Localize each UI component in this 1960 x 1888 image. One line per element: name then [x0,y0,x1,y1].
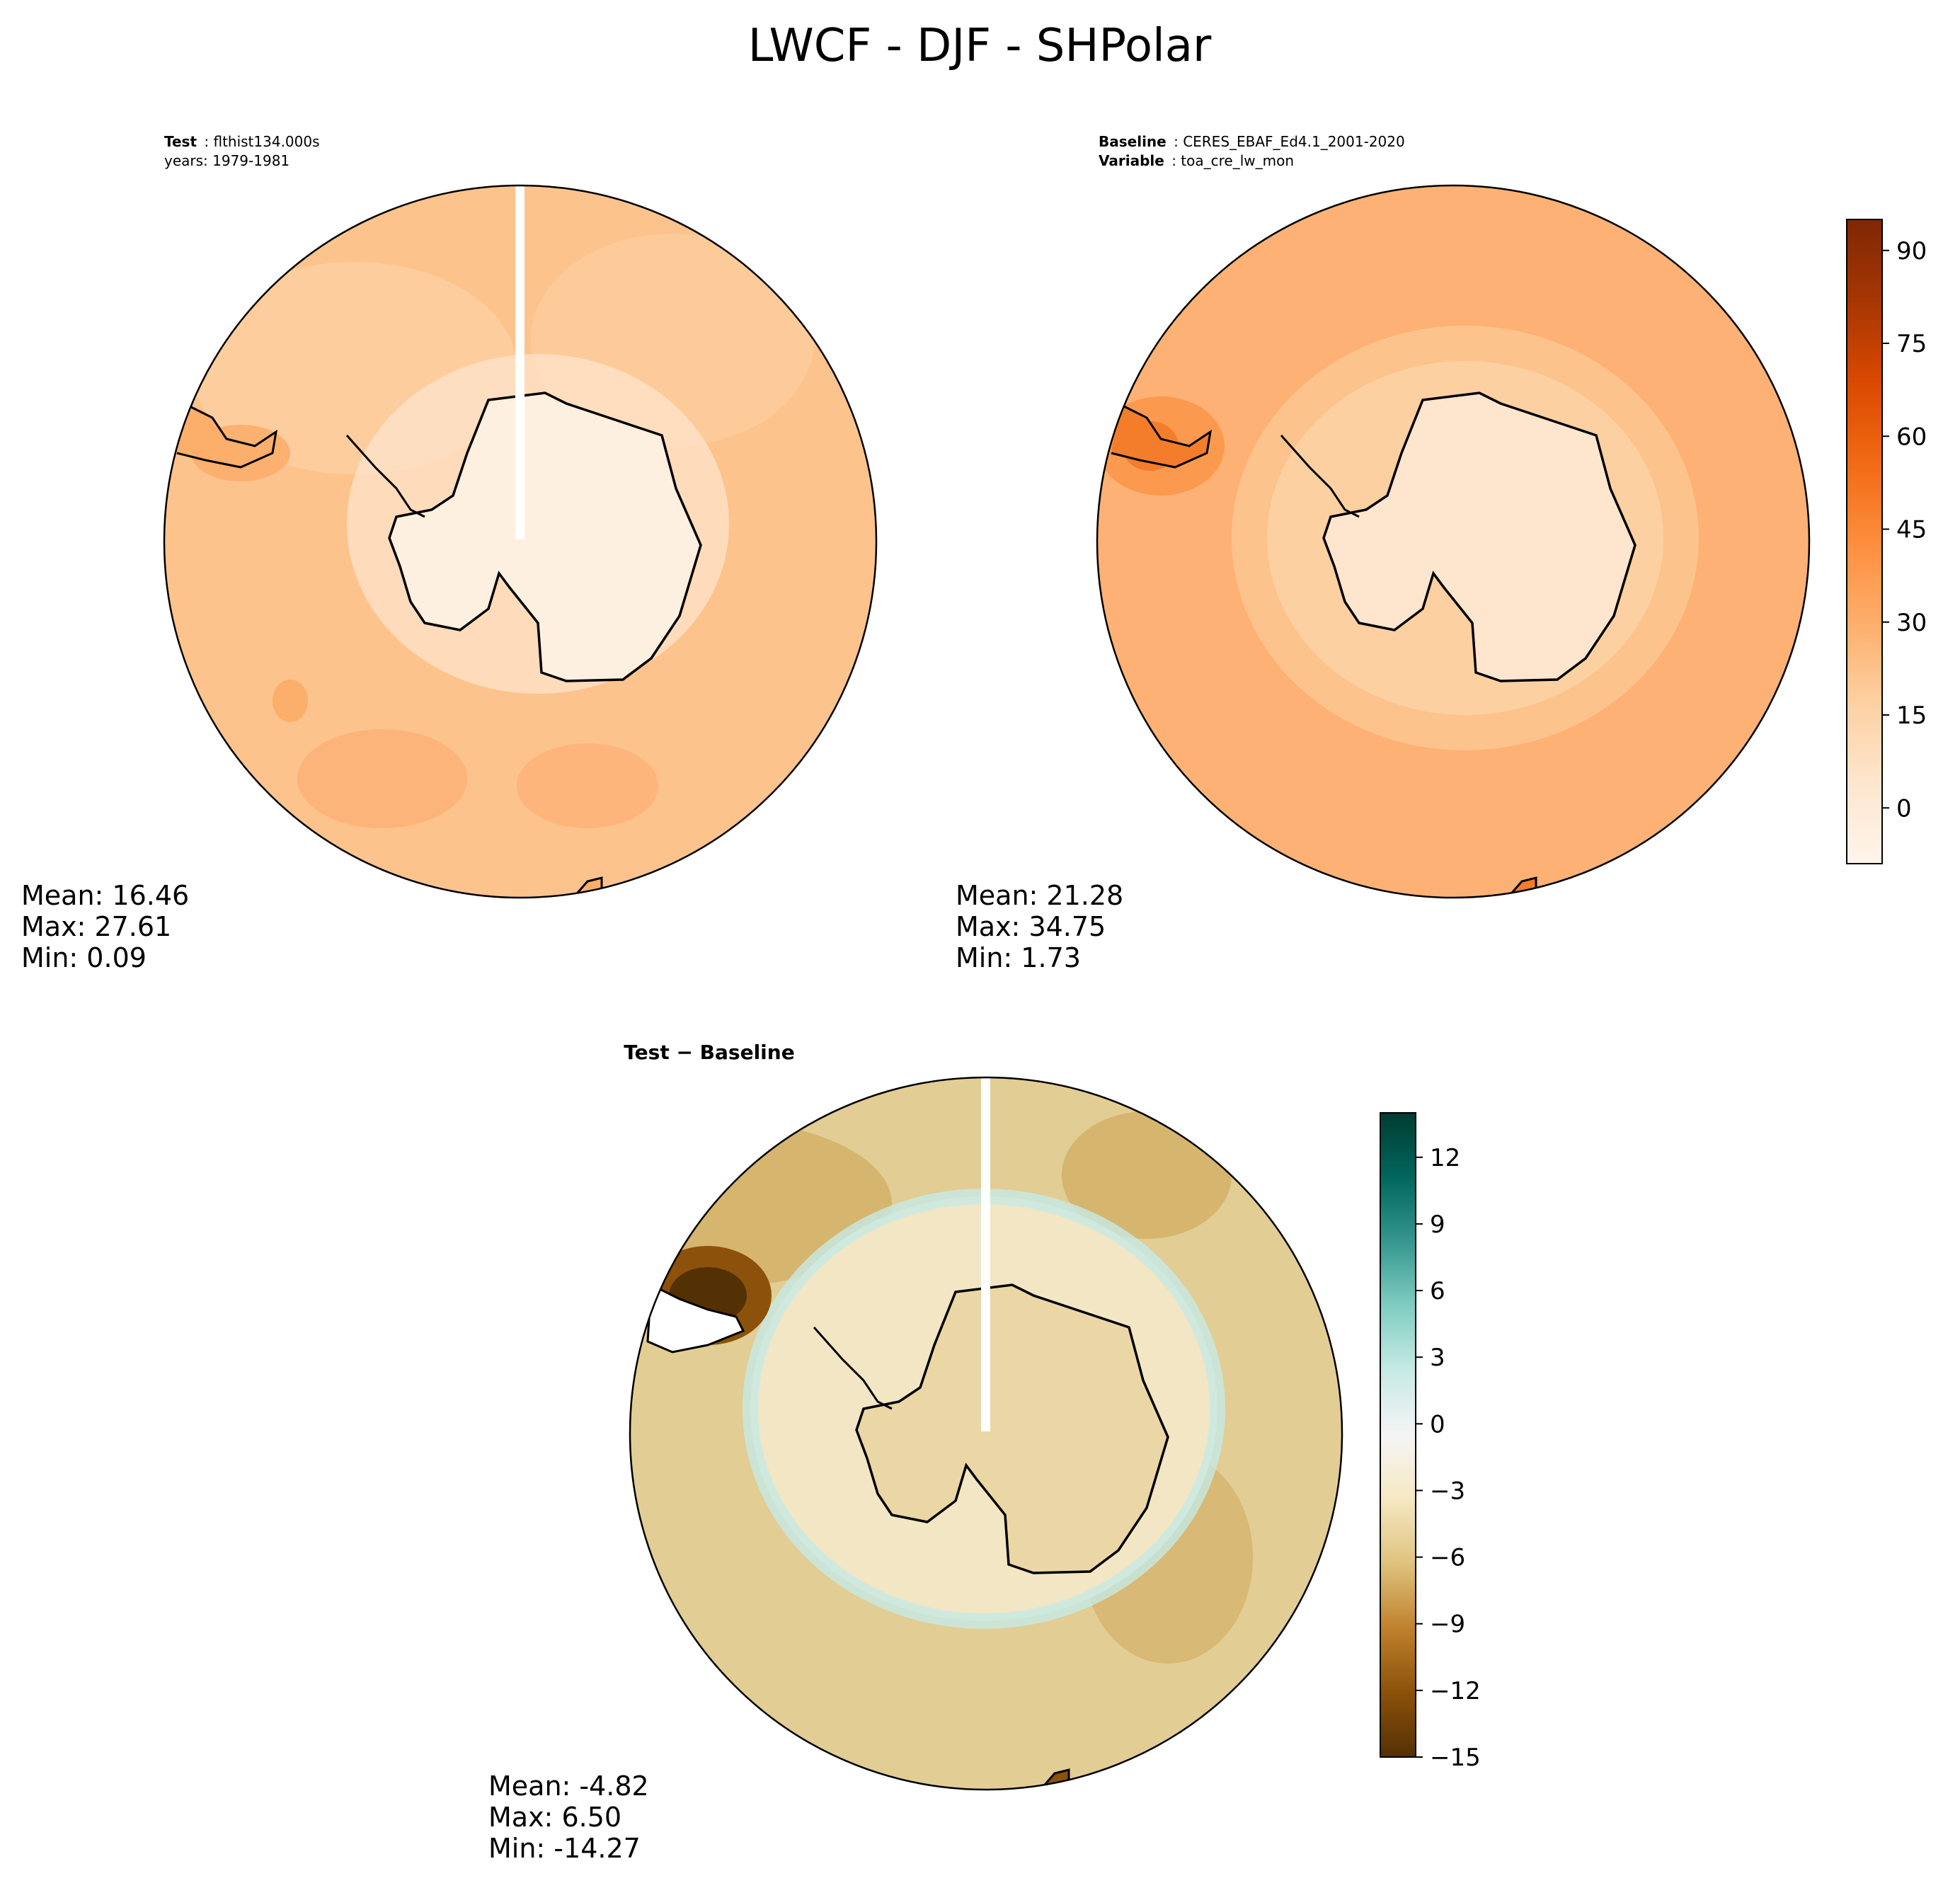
colorbar-oranges-tick-label: 45 [1896,516,1927,544]
baseline-south-america [1111,402,1213,469]
panel-baseline: Baseline : CERES_EBAF_Ed4.1_2001-2020 Va… [956,133,1811,973]
test-header-line2: years: 1979-1981 [164,152,290,169]
colorbar-brbg-tick-label: 6 [1430,1277,1445,1305]
test-stat-max: Max: 27.61 [21,911,171,942]
colorbar-brbg-tick-label: −9 [1430,1610,1465,1639]
baseline-header-line1: Baseline : CERES_EBAF_Ed4.1_2001-2020 [1099,133,1405,150]
colorbar-brbg-tick-label: −12 [1430,1677,1481,1705]
baseline-map-border [1096,184,1811,899]
colorbar-oranges-tick-label: 0 [1896,794,1912,823]
diff-peninsula [813,1327,893,1410]
diff-south-america-masked [646,1283,745,1354]
test-header-label: Test [164,133,197,150]
colorbar-brbg: −15 −12 −9 −6 −3 0 3 6 9 12 [1380,1112,1481,1772]
baseline-stat-mean: Mean: 21.28 [956,880,1123,911]
test-header-line1: Test : flthist134.000s [164,133,320,150]
test-missing-data-strip [515,185,525,539]
test-map [164,185,876,898]
baseline-map [1097,185,1809,898]
test-antarctica-outline [388,391,702,682]
diff-map-border [629,1076,1343,1791]
panel-test: Test : flthist134.000s years: 1979-1981 … [21,133,878,973]
colorbar-oranges: 0 15 30 45 60 75 90 [1846,219,1927,864]
colorbar-brbg-tick-label: 12 [1430,1144,1460,1172]
diff-antarctica-outline [855,1283,1169,1574]
test-south-america [176,402,278,469]
diff-map [630,1077,1342,1790]
baseline-header-label: Baseline [1099,133,1167,150]
baseline-antarctica-outline [1322,391,1637,682]
colorbar-oranges-bar [1846,219,1883,864]
colorbar-brbg-tick-label: −6 [1430,1544,1465,1572]
colorbar-brbg-tick-label: −3 [1430,1477,1465,1505]
diff-stat-max: Max: 6.50 [488,1802,621,1833]
baseline-stat-min: Min: 1.73 [956,942,1081,973]
diff-missing-data-strip [981,1077,990,1431]
diff-header: Test − Baseline [624,1041,794,1064]
baseline-header-value: CERES_EBAF_Ed4.1_2001-2020 [1183,133,1405,150]
colorbar-oranges-tick-label: 90 [1896,237,1927,265]
diff-stat-min: Min: -14.27 [488,1833,641,1864]
figure-title: LWCF - DJF - SHPolar [748,20,1212,72]
test-stat-mean: Mean: 16.46 [21,880,189,911]
baseline-stat-max: Max: 34.75 [956,911,1106,942]
baseline-variable-value: toa_cre_lw_mon [1181,152,1294,169]
colorbar-oranges-tick-label: 75 [1896,330,1927,358]
colorbar-brbg-tick-label: 3 [1430,1344,1445,1372]
colorbar-oranges-tick-label: 60 [1896,423,1927,451]
test-map-border [163,184,878,899]
panel-diff: Test − Baseline Mean: -4.82 Max: 6.50 Mi… [488,1041,1343,1864]
diff-stat-mean: Mean: -4.82 [488,1770,649,1802]
colorbar-brbg-tick-label: 9 [1430,1211,1445,1239]
baseline-variable-label: Variable [1099,152,1164,169]
baseline-header-line2: Variable : toa_cre_lw_mon [1099,152,1294,169]
colorbar-brbg-tick-label: 0 [1430,1410,1445,1438]
colorbar-oranges-tick-label: 15 [1896,702,1927,730]
colorbar-brbg-bar [1380,1112,1416,1758]
test-peninsula [345,435,425,518]
baseline-peninsula [1280,435,1360,518]
test-stat-min: Min: 0.09 [21,942,147,973]
test-header-value: flthist134.000s [213,133,319,150]
colorbar-oranges-tick-label: 30 [1896,609,1927,637]
colorbar-brbg-tick-label: −15 [1430,1744,1481,1772]
